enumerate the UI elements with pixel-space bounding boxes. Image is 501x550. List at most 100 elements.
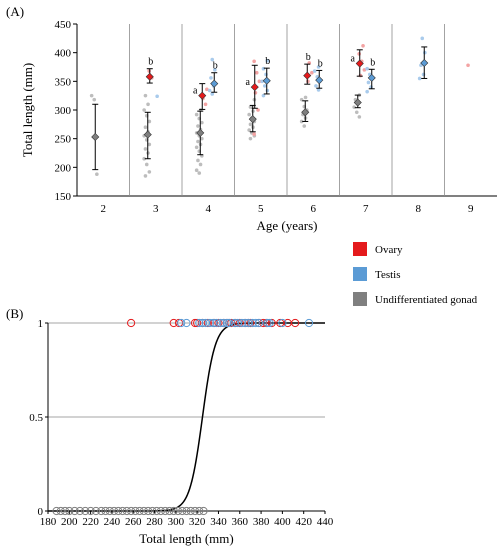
undiff-point	[118, 506, 127, 516]
undiff-point	[114, 506, 123, 516]
undiff-point	[122, 506, 131, 516]
testis-point	[182, 318, 191, 328]
undiff-mean-marker	[91, 132, 100, 141]
significance-letter: b	[213, 61, 218, 72]
testis-point	[265, 88, 270, 93]
legend-label-ovary: Ovary	[375, 244, 403, 256]
undiff-point	[156, 506, 166, 516]
testis-point	[205, 318, 215, 328]
testis-point	[195, 318, 204, 328]
legend-swatch-undiff	[353, 292, 367, 306]
testis-point	[366, 80, 371, 85]
testis-point	[237, 318, 246, 328]
testis-point	[316, 65, 321, 69]
undiff-point	[144, 162, 149, 167]
undiff-point	[196, 124, 200, 128]
significance-letter: a	[193, 86, 198, 97]
testis-point	[264, 72, 268, 77]
testis-point	[260, 79, 264, 84]
testis-point	[265, 318, 274, 328]
ovary-point	[147, 69, 151, 73]
testis-mean-marker	[262, 76, 271, 85]
x-tick-label: 360	[232, 516, 249, 528]
undiff-point	[143, 125, 148, 129]
undiff-mean-marker	[301, 108, 310, 117]
y-tick-label: 1	[38, 318, 44, 330]
ovary-point	[127, 318, 136, 328]
ovary-point	[257, 79, 262, 84]
testis-point	[423, 50, 427, 55]
significance-letter: b	[318, 58, 323, 69]
significance-letter: a	[351, 54, 356, 65]
testis-point	[417, 76, 422, 81]
testis-point	[213, 68, 217, 72]
undiff-point	[195, 506, 204, 516]
ovary-point	[203, 318, 212, 328]
y-tick-label: 450	[55, 19, 72, 31]
undiff-point	[56, 506, 65, 516]
legend-label-undiff: Undifferentiated gonad	[375, 294, 478, 306]
testis-point	[219, 318, 228, 328]
undiff-point	[248, 136, 253, 141]
undiff-point	[139, 506, 148, 516]
significance-letter: b	[265, 56, 270, 67]
x-tick-label: 260	[125, 516, 142, 528]
legend: Ovary Testis Undifferentiated gonad	[353, 242, 478, 306]
undiff-point	[147, 170, 152, 174]
testis-point	[365, 66, 369, 71]
x-tick-label: 300	[168, 516, 185, 528]
testis-mean-marker	[315, 76, 324, 85]
undiff-point	[247, 128, 251, 132]
undiff-point	[152, 506, 161, 516]
y-tick-label: 0.5	[29, 412, 43, 424]
testis-point	[210, 57, 215, 62]
undiff-point	[190, 506, 200, 516]
testis-point	[316, 88, 321, 92]
y-tick-label: 300	[55, 105, 72, 117]
ovary-point	[306, 79, 310, 84]
x-tick-label: 280	[146, 516, 163, 528]
testis-point	[261, 93, 266, 98]
y-tick-label: 350	[55, 76, 72, 88]
x-tick-label: 200	[61, 516, 78, 528]
testis-mean-marker	[210, 79, 219, 88]
x-tick-label: 320	[189, 516, 206, 528]
undiff-point	[197, 171, 202, 175]
x-tick-label: 8	[416, 203, 422, 215]
ovary-mean-marker	[198, 91, 207, 100]
testis-mean-marker	[367, 73, 376, 82]
undiff-point	[352, 105, 356, 109]
panel-a-chart: 150 200 250 300 350 400 450 2 3 4 5 6 7 8 9 Age (years)…	[20, 19, 497, 233]
testis-point	[261, 66, 266, 71]
ovary-point	[267, 318, 276, 328]
ovary-mean-marker	[250, 83, 259, 92]
undiff-point	[143, 93, 148, 98]
undiff-point	[52, 506, 61, 516]
undiff-point	[354, 110, 359, 115]
x-tick-label: 340	[210, 516, 227, 528]
ovary-point	[254, 70, 259, 75]
significance-letter: a	[246, 77, 251, 88]
undiff-mean-marker	[353, 98, 362, 107]
undiff-point	[194, 145, 199, 150]
undiff-point	[142, 156, 146, 161]
ovary-point	[466, 63, 470, 68]
undiff-point	[101, 506, 110, 516]
undiff-point	[200, 136, 204, 141]
undiff-point	[148, 506, 157, 516]
undiff-point	[194, 112, 199, 117]
undiff-point	[194, 168, 199, 172]
testis-point	[209, 76, 213, 80]
undiff-point	[196, 158, 200, 163]
undiff-point	[303, 95, 308, 100]
y-tick-label: 150	[55, 191, 72, 203]
undiff-point	[143, 147, 148, 151]
testis-point	[314, 84, 318, 88]
undiff-point	[89, 93, 94, 98]
panel-b-label: (B)	[6, 306, 23, 321]
undiff-point	[91, 506, 101, 516]
ovary-point	[253, 91, 258, 95]
significance-letter: b	[148, 57, 153, 68]
x-tick-label: 9	[468, 203, 474, 215]
